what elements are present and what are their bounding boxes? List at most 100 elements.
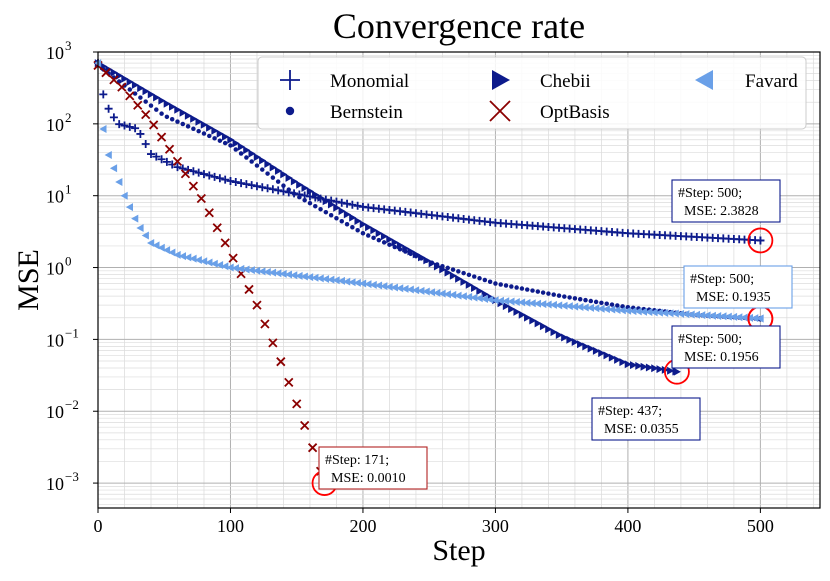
legend-marker-chebii — [492, 70, 510, 90]
data-point — [534, 319, 542, 328]
data-point — [204, 208, 214, 218]
data-point — [482, 277, 488, 283]
y-tick-exponent: 2 — [65, 110, 72, 125]
data-point — [131, 214, 139, 223]
data-point — [211, 126, 219, 135]
y-tick-exponent: 0 — [65, 254, 72, 269]
data-point — [427, 288, 436, 297]
data-point — [120, 121, 129, 130]
data-point — [439, 265, 447, 274]
data-point — [571, 337, 579, 346]
data-point — [249, 159, 254, 164]
data-point — [740, 313, 748, 322]
data-point — [624, 360, 632, 369]
data-point — [258, 183, 267, 192]
data-point — [392, 244, 397, 250]
data-point — [200, 120, 208, 129]
x-tick-label: 100 — [217, 516, 244, 536]
data-point — [476, 287, 484, 296]
data-point — [360, 231, 366, 236]
data-point — [175, 119, 180, 124]
data-point — [353, 278, 361, 287]
series-optbasis — [93, 60, 330, 488]
data-point — [443, 290, 451, 299]
data-point — [327, 275, 335, 284]
data-point — [228, 253, 238, 263]
data-point — [390, 283, 398, 292]
data-point — [529, 316, 537, 325]
data-point — [481, 290, 489, 299]
data-point — [366, 233, 371, 238]
data-point — [623, 306, 632, 315]
data-point — [751, 314, 759, 323]
data-point — [291, 191, 297, 196]
data-point — [396, 284, 404, 293]
data-point — [708, 311, 716, 320]
data-point — [597, 304, 605, 313]
data-point — [464, 292, 473, 301]
data-point — [577, 297, 583, 302]
data-point — [268, 268, 277, 277]
y-tick-label: 10 — [46, 474, 64, 494]
data-point — [454, 291, 462, 300]
data-point — [343, 199, 352, 208]
data-point — [445, 265, 450, 271]
data-point — [582, 342, 590, 351]
data-point — [466, 272, 472, 278]
data-point — [592, 304, 600, 313]
data-point — [433, 288, 441, 297]
data-point — [599, 300, 604, 306]
data-point — [237, 142, 246, 151]
y-tick-label: 10 — [46, 259, 64, 279]
data-point — [422, 287, 430, 296]
data-point — [618, 306, 626, 315]
data-point — [133, 100, 143, 110]
data-point — [630, 361, 638, 370]
data-point — [365, 223, 373, 232]
data-point — [354, 216, 362, 225]
data-point — [385, 282, 393, 291]
annotation-mse: MSE: 0.1956 — [684, 350, 759, 365]
data-point — [238, 151, 244, 156]
y-tick-exponent: 3 — [65, 38, 72, 53]
data-point — [168, 102, 177, 111]
data-point — [274, 166, 283, 175]
data-point — [332, 276, 340, 285]
data-point — [461, 270, 466, 276]
data-point — [756, 314, 764, 323]
data-point — [411, 286, 420, 295]
data-point — [254, 163, 260, 168]
data-point — [110, 68, 118, 77]
data-point — [260, 167, 265, 172]
data-point — [551, 292, 556, 297]
data-point — [279, 187, 288, 196]
data-point — [222, 140, 228, 146]
legend-label-monomial: Monomial — [330, 71, 409, 92]
data-point — [157, 243, 165, 252]
data-point — [524, 313, 532, 322]
data-point — [131, 81, 140, 90]
chart-title: Convergence rate — [333, 6, 585, 46]
x-tick-label: 300 — [482, 516, 509, 536]
data-point — [284, 377, 294, 387]
data-point — [619, 358, 627, 367]
data-point — [210, 259, 218, 268]
series-favard — [94, 59, 764, 323]
data-point — [671, 309, 679, 318]
data-point — [306, 187, 314, 196]
legend-marker-monomial — [280, 70, 300, 90]
data-point — [252, 182, 261, 191]
data-point — [513, 307, 521, 316]
data-point — [210, 172, 219, 181]
data-point — [380, 232, 389, 241]
data-point — [99, 90, 108, 99]
data-point — [296, 180, 304, 189]
data-point — [512, 297, 520, 306]
data-point — [348, 200, 357, 209]
data-point — [109, 75, 119, 85]
data-point — [334, 215, 339, 221]
data-point — [635, 361, 643, 370]
data-point — [221, 132, 230, 141]
data-point — [639, 307, 648, 316]
data-point — [152, 241, 160, 250]
